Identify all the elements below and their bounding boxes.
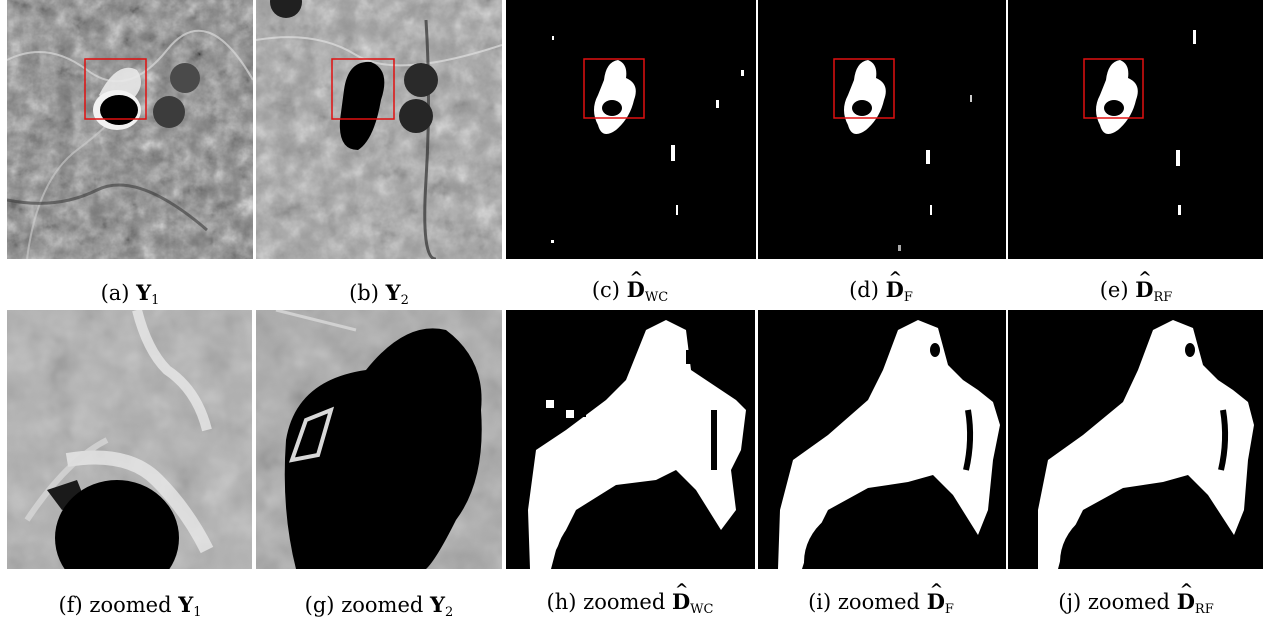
image-y2 (256, 0, 502, 259)
caption-j: (j) zoomed ^ DRF (1058, 580, 1214, 617)
zoomed-change-map-wc (506, 310, 755, 569)
caption-g: (g) zoomed Y2 (304, 592, 454, 621)
zoomed-image-y1 (7, 310, 252, 569)
caption-e: (e) ^ DRF (1099, 268, 1173, 305)
caption-a: (a) Y1 (100, 280, 160, 309)
caption-c: (c) ^ DWC (591, 268, 669, 305)
roi-box (833, 58, 895, 119)
zoomed-change-map-f (758, 310, 1006, 569)
caption-f: (f) zoomed Y1 (58, 592, 202, 621)
change-map-rf (1008, 0, 1263, 259)
caption-d: (d) ^ DF (849, 268, 913, 305)
change-map-wc (506, 0, 756, 259)
roi-box (331, 58, 395, 120)
caption-b: (b) Y2 (349, 280, 409, 309)
roi-box (1083, 58, 1144, 119)
change-map-f (758, 0, 1006, 259)
image-y1 (7, 0, 253, 259)
roi-box (84, 58, 147, 120)
caption-h: (h) zoomed ^ DWC (546, 580, 714, 617)
zoomed-image-y2 (256, 310, 502, 569)
zoomed-change-map-rf (1008, 310, 1263, 569)
caption-i: (i) zoomed ^ DF (808, 580, 954, 617)
roi-box (583, 58, 645, 119)
